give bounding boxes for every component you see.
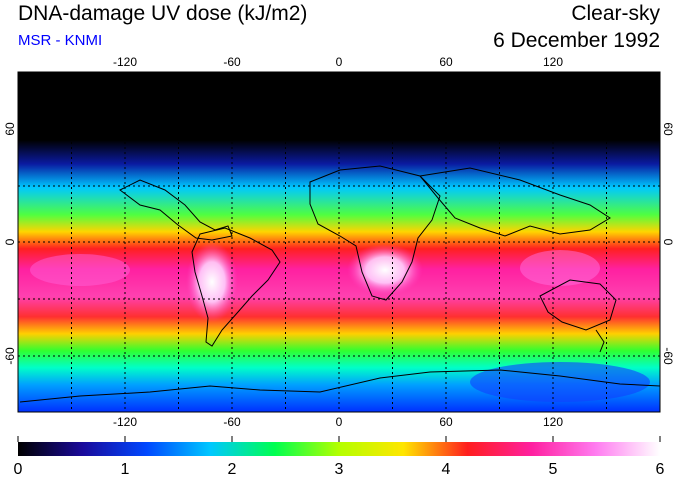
colorbar-label: 3 (335, 461, 344, 478)
lat-tick-left: 0 (3, 238, 17, 245)
south-america-coast (191, 227, 281, 347)
colorbar-label: 1 (121, 461, 130, 478)
lon-tick-top: 60 (439, 55, 453, 69)
lat-tick-right: 60 (661, 122, 675, 136)
africa-coast (309, 165, 441, 301)
lon-tick-top: -120 (113, 55, 137, 69)
lat-tick-right: -60 (661, 347, 675, 365)
source-label: MSR - KNMI (18, 32, 103, 49)
sky-condition-label: Clear-sky (571, 2, 660, 25)
colorbar-label: 6 (656, 461, 665, 478)
asia-coast (419, 167, 611, 237)
lon-tick-bottom: -120 (113, 415, 137, 429)
lat-tick-left: 60 (3, 122, 17, 136)
graticule (18, 72, 660, 412)
date-label: 6 December 1992 (493, 29, 660, 52)
colorbar-label: 4 (442, 461, 451, 478)
map-frame (17, 71, 661, 413)
lon-tick-bottom: -60 (223, 415, 241, 429)
lon-tick-top: -60 (223, 55, 241, 69)
lon-tick-top: 120 (543, 55, 563, 69)
australia-coast (539, 279, 617, 331)
lat-tick-left: -60 (3, 347, 17, 365)
antarctica-coast (19, 369, 660, 403)
colorbar-ticks (17, 436, 661, 442)
lon-tick-top: 0 (336, 55, 343, 69)
map-title: DNA-damage UV dose (kJ/m2) (18, 2, 308, 25)
colorbar-label: 5 (549, 461, 558, 478)
north-america-coast (119, 179, 233, 241)
lon-tick-bottom: 120 (543, 415, 563, 429)
colorbar (18, 442, 660, 456)
lon-tick-bottom: 0 (336, 415, 343, 429)
lon-tick-bottom: 60 (439, 415, 453, 429)
lat-tick-right: 0 (661, 239, 675, 246)
colorbar-label: 2 (228, 461, 237, 478)
new-zealand-coast (595, 329, 605, 353)
colorbar-label: 0 (14, 461, 23, 478)
coastlines (19, 165, 660, 403)
